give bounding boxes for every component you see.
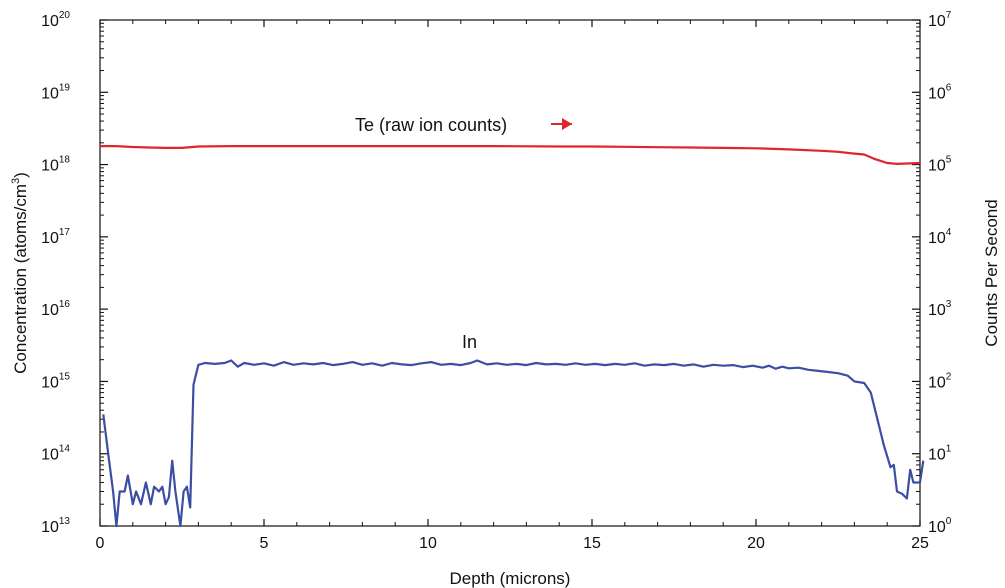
in-annotation: In [462,332,477,352]
x-tick-label: 0 [96,535,105,552]
y-left-tick-label: 1016 [41,299,70,319]
series-lines [100,145,925,528]
x-tick-label: 15 [583,535,601,552]
y-left-tick-label: 1014 [41,444,70,464]
y-left-tick-label: 1015 [41,371,70,391]
x-tick-label: 20 [747,535,765,552]
y-left-tick-label: 1018 [41,155,70,175]
y-left-tick-label: 1019 [41,82,70,102]
te-arrow-head [562,118,572,130]
te-annotation: Te (raw ion counts) [355,115,507,135]
y-right-tick-label: 107 [928,10,952,30]
y-right-axis-label: Counts Per Second [982,199,1001,346]
y-right-tick-label: 106 [928,82,952,102]
y-right-tick-label: 101 [928,444,952,464]
y-right-tick-label: 104 [928,227,952,247]
y-right-tick-label: 103 [928,299,952,319]
y-left-tick-label: 1013 [41,516,70,536]
x-tick-label: 5 [260,535,269,552]
y-left-tick-label: 1017 [41,227,70,247]
x-tick-label: 25 [911,535,929,552]
x-axis-label: Depth (microns) [450,569,571,588]
x-tick-label: 10 [419,535,437,552]
y-right-tick-label: 100 [928,516,952,536]
y-right-tick-label: 102 [928,371,952,391]
series-line-in [102,359,925,528]
plot-frame [99,19,921,527]
y-right-tick-label: 105 [928,155,952,175]
ticks [99,19,921,527]
y-left-tick-label: 1020 [41,10,70,30]
y-left-axis-label: Concentration (atoms/cm3) [10,172,30,374]
series-line-te [100,145,921,165]
axes [99,19,921,527]
